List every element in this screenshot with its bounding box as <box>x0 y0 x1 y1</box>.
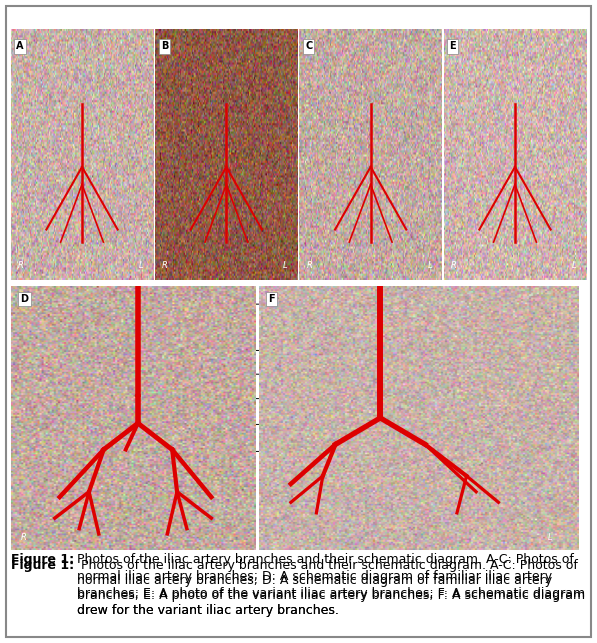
Text: R: R <box>306 260 312 269</box>
Text: Figure 1:: Figure 1: <box>11 559 74 572</box>
Text: L: L <box>139 260 143 269</box>
Text: Aorta abdominalis: Aorta abdominalis <box>263 300 339 309</box>
Text: Photos of the iliac artery branches and their schematic diagram. A-C: Photos of
: Photos of the iliac artery branches and … <box>77 553 585 617</box>
Text: Photos of the iliac artery branches and their schematic diagram. A-C: Photos of : Photos of the iliac artery branches and … <box>77 559 585 617</box>
Text: Arterial iliaca communis: Arterial iliaca communis <box>263 346 365 355</box>
Text: F: F <box>269 294 275 304</box>
Text: Internal iliac artery: Internal iliac artery <box>263 447 343 456</box>
Text: L: L <box>572 260 576 269</box>
Text: B: B <box>161 42 168 51</box>
Text: C: C <box>305 42 312 51</box>
Text: L: L <box>427 260 432 269</box>
Text: Figure 1:: Figure 1: <box>11 553 74 566</box>
Text: R: R <box>18 260 24 269</box>
Text: L: L <box>548 533 553 542</box>
Text: L: L <box>283 260 288 269</box>
Text: External iliac artery: External iliac artery <box>263 394 346 403</box>
Text: R: R <box>451 260 457 269</box>
Text: E: E <box>450 42 456 51</box>
Text: R: R <box>162 260 168 269</box>
Text: Rectum artery: Rectum artery <box>263 370 323 379</box>
Text: A: A <box>17 42 24 51</box>
Text: D: D <box>20 294 29 304</box>
Text: R: R <box>20 533 26 542</box>
Text: Common internal iliac artery: Common internal iliac artery <box>263 420 383 429</box>
